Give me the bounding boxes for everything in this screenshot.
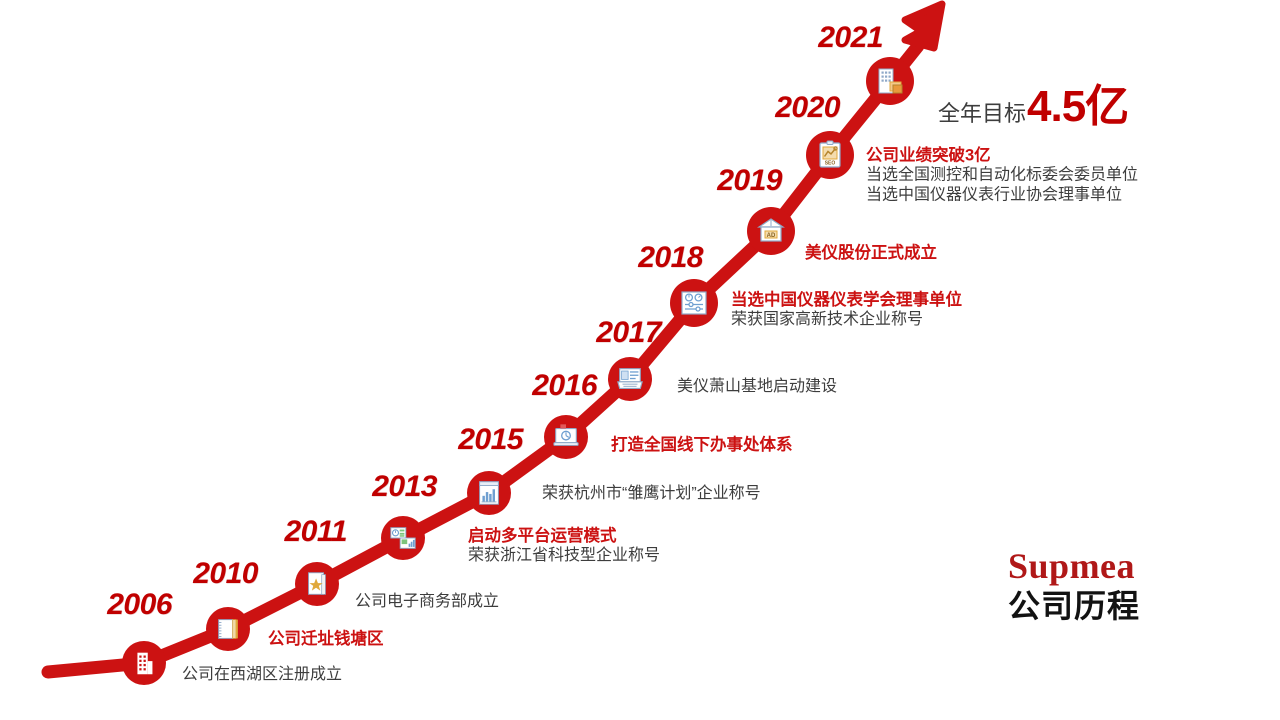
milestone-year-2020: 2020 [775, 91, 840, 124]
milestone-year-2015: 2015 [458, 423, 523, 456]
milestone-desc-2006: 公司在西湖区注册成立 [182, 665, 342, 685]
milestone-node-2017[interactable] [608, 357, 652, 401]
notebook-icon [213, 614, 243, 644]
milestone-node-2020[interactable]: SEO [806, 131, 854, 179]
milestone-year-2011: 2011 [284, 515, 347, 548]
milestone-desc-2020: 公司业绩突破3亿 当选全国测控和自动化标委会委员单位 当选中国仪器仪表行业协会理事单… [866, 145, 1138, 204]
milestone-node-2016[interactable] [544, 415, 588, 459]
milestone-year-2013: 2013 [372, 470, 437, 503]
milestone-desc-line: 公司业绩突破3亿 [866, 146, 991, 165]
growth-arrow-icon [901, 0, 946, 52]
annual-goal-value: 4.5亿 [1027, 82, 1129, 131]
milestone-desc-2011: 公司电子商务部成立 [355, 592, 499, 612]
book-reader-icon [615, 364, 645, 394]
certificate-star-icon [302, 569, 332, 599]
milestone-desc-2013: 启动多平台运营模式 荣获浙江省科技型企业称号 [468, 526, 660, 566]
milestone-node-2019[interactable]: AD [747, 207, 795, 255]
annual-goal-callout: 全年目标 4.5亿 [938, 70, 1129, 134]
milestone-desc-line: 公司在西湖区注册成立 [182, 666, 343, 684]
dashboard-panels-icon [388, 523, 418, 553]
ad-storefront-icon: AD [755, 215, 787, 247]
milestone-node-2018[interactable] [670, 279, 718, 327]
milestone-node-2015[interactable] [467, 471, 511, 515]
milestone-desc-line: 公司电子商务部成立 [355, 593, 500, 611]
milestone-desc-line: 美仪股份正式成立 [805, 243, 937, 262]
milestone-year-2016: 2016 [532, 369, 597, 402]
milestone-node-2021[interactable] [866, 57, 914, 105]
milestone-node-2006[interactable] [122, 641, 166, 685]
milestone-year-2017: 2017 [596, 316, 661, 349]
milestone-desc-line: 荣获浙江省科技型企业称号 [468, 547, 661, 565]
milestone-desc-line: 启动多平台运营模式 [468, 527, 617, 546]
seo-clipboard-icon: SEO [814, 139, 846, 171]
milestone-desc-line: 当选中国仪器仪表学会理事单位 [731, 291, 962, 310]
milestone-desc-line: 当选全国测控和自动化标委会委员单位 [866, 166, 1139, 184]
milestone-year-2019: 2019 [717, 164, 782, 197]
milestone-desc-line: 荣获国家高新技术企业称号 [731, 311, 924, 329]
milestone-desc-2018: 当选中国仪器仪表学会理事单位 荣获国家高新技术企业称号 [731, 290, 962, 330]
milestone-node-2010[interactable] [206, 607, 250, 651]
milestone-desc-line: 公司迁址钱塘区 [268, 629, 384, 648]
office-building-icon [129, 648, 159, 678]
milestone-desc-line: 打造全国线下办事处体系 [611, 435, 793, 454]
milestone-desc-line: 荣获杭州市“雏鹰计划”企业称号 [542, 485, 761, 503]
milestone-year-2010: 2010 [193, 557, 258, 590]
enterprise-building-icon [874, 65, 906, 97]
brand-name: Supmea [1008, 546, 1136, 586]
report-chart-icon [474, 478, 504, 508]
annual-goal-label: 全年目标 [938, 101, 1027, 126]
brand-block: Supmea 公司历程 [1008, 546, 1141, 626]
svg-text:SEO: SEO [825, 161, 836, 167]
milestone-desc-2017: 美仪萧山基地启动建设 [677, 377, 837, 397]
milestone-node-2013[interactable] [381, 516, 425, 560]
milestone-desc-2016: 打造全国线下办事处体系 [611, 435, 793, 455]
laptop-monitor-icon [551, 422, 581, 452]
milestone-desc-2019: 美仪股份正式成立 [805, 243, 937, 263]
milestone-desc-line: 美仪萧山基地启动建设 [677, 378, 838, 396]
milestone-year-2006: 2006 [107, 588, 172, 621]
brand-subtitle: 公司历程 [1008, 587, 1141, 624]
milestone-desc-line: 当选中国仪器仪表行业协会理事单位 [866, 186, 1123, 204]
milestone-desc-2015: 荣获杭州市“雏鹰计划”企业称号 [542, 484, 761, 504]
milestone-node-2011[interactable] [295, 562, 339, 606]
milestone-desc-2010: 公司迁址钱塘区 [268, 629, 384, 649]
control-panel-icon [678, 287, 710, 319]
svg-text:AD: AD [767, 233, 776, 239]
milestone-year-2021: 2021 [818, 21, 883, 54]
timeline-line [41, 39, 925, 679]
milestone-year-2018: 2018 [638, 241, 703, 274]
